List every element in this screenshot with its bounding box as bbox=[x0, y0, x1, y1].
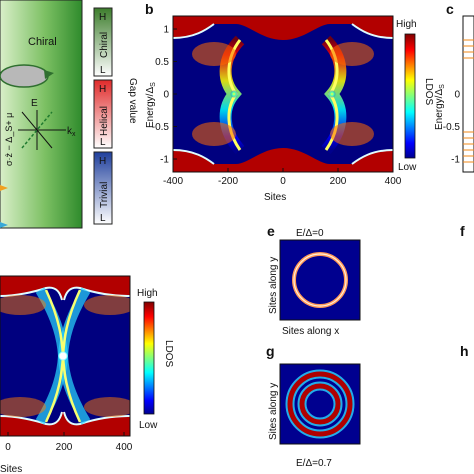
helical-gap-block bbox=[93, 79, 113, 149]
panel-d-xtick-label: 0 bbox=[5, 442, 11, 453]
dispersion-line bbox=[21, 111, 53, 149]
panel-b-colorbar-high: High bbox=[396, 19, 417, 30]
panel-d-frame bbox=[0, 275, 131, 437]
panel-b-ytick-label: 0 bbox=[163, 90, 169, 101]
edge-arrow-orange-icon bbox=[0, 185, 8, 191]
axis-kx-label: kx bbox=[67, 126, 76, 138]
gap-value-bar: H L H L H L Chiral Helical Trivial Gap v… bbox=[93, 7, 138, 225]
sample-slab bbox=[0, 0, 82, 228]
chiral-block-name: Chiral bbox=[99, 32, 110, 58]
panel-c-label: c bbox=[446, 1, 454, 17]
panel-b-xtick-label: -200 bbox=[218, 176, 238, 187]
panel-e-ylabel: Sites along y bbox=[268, 257, 279, 314]
panel-b-label: b bbox=[145, 1, 154, 17]
panel-c-ytick-label: -1 bbox=[451, 155, 460, 166]
panel-d-xtick-label: 200 bbox=[56, 442, 73, 453]
panel-g-label: g bbox=[266, 343, 275, 359]
chiral-region-label: Chiral bbox=[28, 36, 57, 48]
panel-b-xtick-label: 400 bbox=[385, 176, 402, 187]
edge-arrow-blue-icon bbox=[0, 222, 8, 228]
panel-b-xaxis: -400 -200 0 200 400 bbox=[163, 168, 402, 187]
helical-high: H bbox=[99, 84, 106, 95]
panel-c-yaxis: 0 -0.5 -1 bbox=[443, 90, 461, 166]
panel-b-ylabel: Energy/ΔS bbox=[145, 82, 157, 128]
panel-d-colorbar-title: LDOS bbox=[163, 340, 174, 368]
panel-h-label: h bbox=[460, 343, 469, 359]
panel-d: 0 200 400 Sites High Low LDOS bbox=[0, 275, 174, 474]
panel-d-colorbar bbox=[143, 301, 155, 415]
panel-c-bands bbox=[463, 39, 474, 163]
panel-d-xlabel: Sites bbox=[0, 464, 22, 474]
panel-d-heatmap bbox=[0, 276, 130, 436]
panel-g-inner-ring bbox=[299, 383, 341, 425]
panel-g: g Sites along y E/Δ=0.7 bbox=[266, 343, 361, 469]
panel-e-title: E/Δ=0 bbox=[296, 228, 324, 239]
chiral-low: L bbox=[100, 65, 106, 76]
panel-g-outer-ring bbox=[287, 371, 353, 437]
panel-g-title: E/Δ=0.7 bbox=[296, 458, 332, 469]
panel-b-colorbar-title: LDOS bbox=[423, 78, 434, 106]
trivial-high: H bbox=[99, 156, 106, 167]
panel-b-colorbar bbox=[404, 33, 416, 159]
panel-c-ytick-label: -0.5 bbox=[443, 122, 461, 133]
panel-g-ylabel: Sites along y bbox=[268, 383, 279, 440]
chiral-high: H bbox=[99, 12, 106, 23]
trivial-low: L bbox=[100, 213, 106, 224]
panel-b-xtick-label: 0 bbox=[280, 176, 286, 187]
orbit-arrow-icon bbox=[44, 70, 54, 79]
panel-b-colorbar-low: Low bbox=[398, 162, 417, 173]
panel-f-label: f bbox=[460, 223, 465, 239]
panel-b-yaxis: 1 0.5 0 -0.5 -1 bbox=[152, 25, 177, 166]
panel-b: b 10.50-0.5-1 -400 -200 0 200 400 Ene bbox=[145, 1, 434, 203]
chiral-orbit-icon bbox=[0, 64, 49, 88]
panel-d-xtick-label: 400 bbox=[116, 442, 133, 453]
panel-c: c 0 -0.5 -1 Energy/ΔS bbox=[434, 1, 474, 173]
panel-b-xtick-label: 200 bbox=[330, 176, 347, 187]
panel-b-ytick-label: 0.5 bbox=[155, 57, 169, 68]
gap-value-axis-label: Gap value bbox=[127, 78, 138, 124]
panel-b-xlabel: Sites bbox=[264, 192, 286, 203]
panel-c-ylabel: Energy/ΔS bbox=[434, 84, 446, 130]
panel-d-colorbar-low: Low bbox=[139, 420, 158, 431]
panel-a-schematic: Chiral E kx σ·ẑ − Δ_S+ μ bbox=[0, 0, 83, 229]
panel-d-colorbar-high: High bbox=[137, 288, 158, 299]
axis-e-label: E bbox=[31, 98, 38, 109]
helical-low: L bbox=[100, 137, 106, 148]
helical-block-name: Helical bbox=[99, 106, 110, 136]
trivial-gap-block bbox=[93, 151, 113, 225]
panel-e-xlabel: Sites along x bbox=[282, 326, 339, 337]
panel-b-ytick-label: -1 bbox=[160, 155, 169, 166]
panel-c-frame bbox=[462, 15, 474, 173]
dispersion-dashed-line bbox=[21, 111, 53, 149]
panel-d-xaxis: 0 200 400 bbox=[5, 432, 133, 453]
hamiltonian-label: σ·ẑ − Δ_S+ μ bbox=[4, 113, 14, 166]
chiral-gap-block bbox=[93, 7, 113, 77]
trivial-block-name: Trivial bbox=[99, 182, 110, 208]
panel-b-ytick-label: -0.5 bbox=[152, 122, 170, 133]
panel-b-xtick-label: -400 bbox=[163, 176, 183, 187]
panel-b-ytick-label: 1 bbox=[163, 25, 169, 36]
panel-c-ytick-label: 0 bbox=[454, 90, 460, 101]
panel-e: e E/Δ=0 Sites along y Sites along x bbox=[267, 223, 361, 337]
panel-e-label: e bbox=[267, 223, 275, 239]
panel-b-heatmap bbox=[173, 16, 393, 172]
